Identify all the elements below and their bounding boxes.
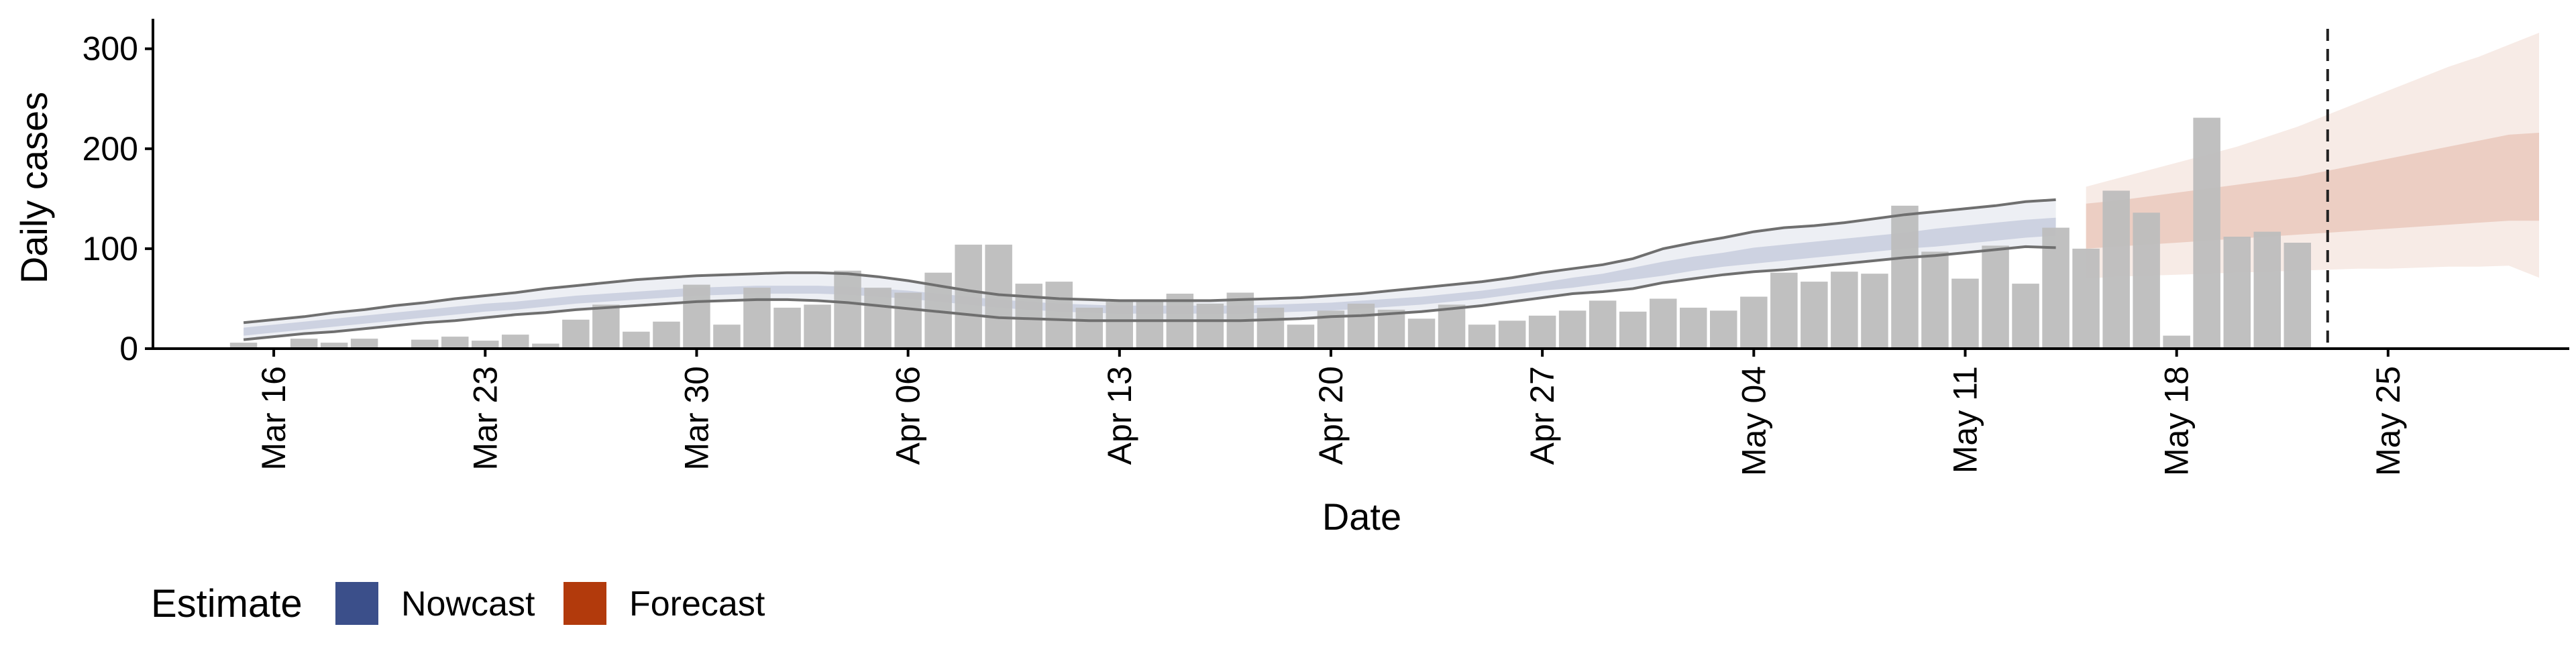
x-tick-label: May 04 [1735, 366, 1772, 476]
x-tick-label: Mar 30 [678, 366, 715, 471]
bar-day-30 [1136, 299, 1164, 349]
bar-day-2 [290, 339, 318, 349]
bar-day-59 [2012, 284, 2039, 349]
bar-day-52 [1801, 282, 1828, 349]
bar-day-65 [2193, 117, 2220, 349]
bar-day-45 [1589, 300, 1617, 349]
bar-day-18 [773, 307, 801, 349]
y-tick-label: 100 [83, 230, 138, 268]
bar-day-35 [1287, 325, 1315, 349]
bar-day-34 [1256, 307, 1285, 349]
bar-day-43 [1528, 315, 1556, 349]
bar-day-26 [1015, 284, 1042, 349]
bar-day-24 [955, 244, 982, 349]
bar-day-40 [1438, 304, 1466, 349]
bar-day-39 [1407, 318, 1436, 349]
bar-day-7 [441, 337, 469, 349]
bar-day-20 [834, 270, 861, 349]
x-tick-label: Apr 20 [1312, 366, 1350, 465]
bar-day-61 [2072, 248, 2100, 349]
bar-day-46 [1619, 311, 1647, 349]
bar-day-57 [1951, 278, 1979, 349]
bar-day-14 [653, 321, 680, 349]
bar-day-63 [2133, 213, 2160, 349]
axes: 0 100 200 300 Mar 16 Mar 23 Mar 30 Apr 06 Apr 13… [83, 19, 2569, 476]
y-tick-label: 300 [83, 30, 138, 68]
bar-day-15 [683, 284, 710, 349]
reported-cases-bars [229, 117, 2311, 349]
x-tick-label: Mar 23 [466, 366, 504, 471]
x-tick-label: May 11 [1947, 366, 1984, 473]
bar-day-4 [350, 339, 378, 349]
bar-day-6 [411, 339, 439, 349]
bar-day-51 [1770, 272, 1798, 349]
nowcast-lower-line [243, 245, 2056, 341]
bar-day-60 [2042, 227, 2070, 349]
y-tick-label: 0 [119, 330, 138, 367]
y-axis-title: Daily cases [13, 92, 55, 284]
x-tick-label: May 18 [2158, 366, 2196, 476]
bar-day-10 [532, 343, 559, 349]
bar-day-32 [1196, 303, 1224, 349]
x-tick-label: Apr 13 [1101, 366, 1138, 465]
bar-day-17 [743, 288, 771, 349]
x-tick-label: May 25 [2369, 366, 2407, 476]
nowcast-interval-lines [243, 198, 2056, 341]
bar-day-54 [1861, 274, 1888, 349]
bar-day-44 [1558, 310, 1587, 349]
bar-day-62 [2102, 190, 2130, 349]
bar-day-3 [320, 343, 348, 349]
bar-day-38 [1377, 309, 1405, 349]
bar-day-56 [1921, 251, 1949, 349]
bar-day-13 [623, 331, 650, 349]
bar-day-16 [713, 325, 741, 349]
bar-day-67 [2253, 231, 2281, 349]
bar-day-22 [894, 292, 922, 349]
bar-day-25 [985, 244, 1012, 349]
legend-swatch-nowcast [335, 582, 378, 625]
bar-day-64 [2163, 335, 2190, 349]
bar-day-21 [864, 288, 892, 349]
x-tick-label: Mar 16 [255, 366, 292, 471]
bar-day-29 [1106, 301, 1133, 349]
bar-day-12 [592, 304, 620, 349]
bar-day-47 [1650, 298, 1677, 349]
bar-day-0 [229, 343, 258, 349]
bar-day-68 [2284, 243, 2311, 349]
bar-day-48 [1680, 307, 1707, 349]
bar-day-50 [1740, 296, 1768, 349]
x-tick-label: Apr 27 [1523, 366, 1561, 465]
bar-day-8 [472, 341, 499, 349]
bar-day-9 [502, 335, 529, 349]
bar-day-11 [562, 319, 590, 349]
bar-day-58 [1982, 245, 2009, 349]
bar-day-37 [1347, 303, 1375, 349]
y-tick-label: 200 [83, 130, 138, 168]
x-axis-title: Date [1322, 495, 1401, 538]
bar-day-41 [1468, 325, 1496, 349]
bar-day-42 [1498, 320, 1526, 349]
legend-title: Estimate [151, 582, 303, 626]
legend-label-nowcast: Nowcast [401, 585, 535, 624]
bar-day-28 [1075, 307, 1103, 349]
bar-day-53 [1831, 272, 1858, 349]
bar-day-19 [804, 304, 831, 349]
legend-swatch-forecast [564, 582, 606, 625]
legend: Estimate Nowcast Forecast [151, 582, 765, 626]
bar-day-27 [1045, 282, 1073, 349]
x-tick-label: Apr 06 [890, 366, 927, 465]
bar-day-55 [1891, 205, 1919, 349]
bar-day-49 [1710, 310, 1737, 349]
bar-day-66 [2223, 237, 2251, 349]
nowcast-upper-line [243, 198, 2056, 325]
legend-label-forecast: Forecast [629, 585, 765, 624]
